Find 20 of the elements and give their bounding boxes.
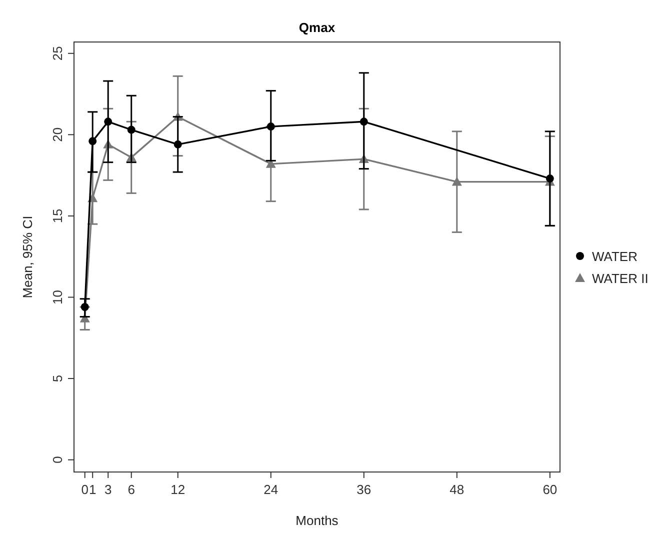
x-tick-label: 1: [88, 482, 96, 497]
y-tick-label: 5: [50, 374, 65, 382]
x-axis-title: Months: [296, 513, 339, 528]
x-tick-label: 60: [542, 482, 558, 497]
x-tick-label: 24: [264, 482, 278, 497]
y-tick-label: 15: [50, 208, 65, 224]
y-tick-label: 20: [50, 127, 65, 142]
y-axis-title: Mean, 95% CI: [20, 216, 35, 298]
legend-label: WATER II: [592, 271, 648, 286]
y-tick-label: 25: [50, 46, 65, 61]
y-tick-label: 0: [50, 456, 65, 464]
x-tick-label: 0: [81, 482, 88, 497]
x-tick-label: 12: [170, 482, 186, 497]
legend-label: WATER: [592, 249, 638, 264]
x-tick-label: 36: [356, 482, 372, 497]
x-tick-label: 48: [450, 482, 464, 497]
chart-title: Qmax: [298, 20, 336, 35]
x-tick-label: 3: [104, 482, 112, 497]
y-tick-label: 10: [50, 290, 65, 304]
x-tick-label: 6: [128, 482, 135, 497]
